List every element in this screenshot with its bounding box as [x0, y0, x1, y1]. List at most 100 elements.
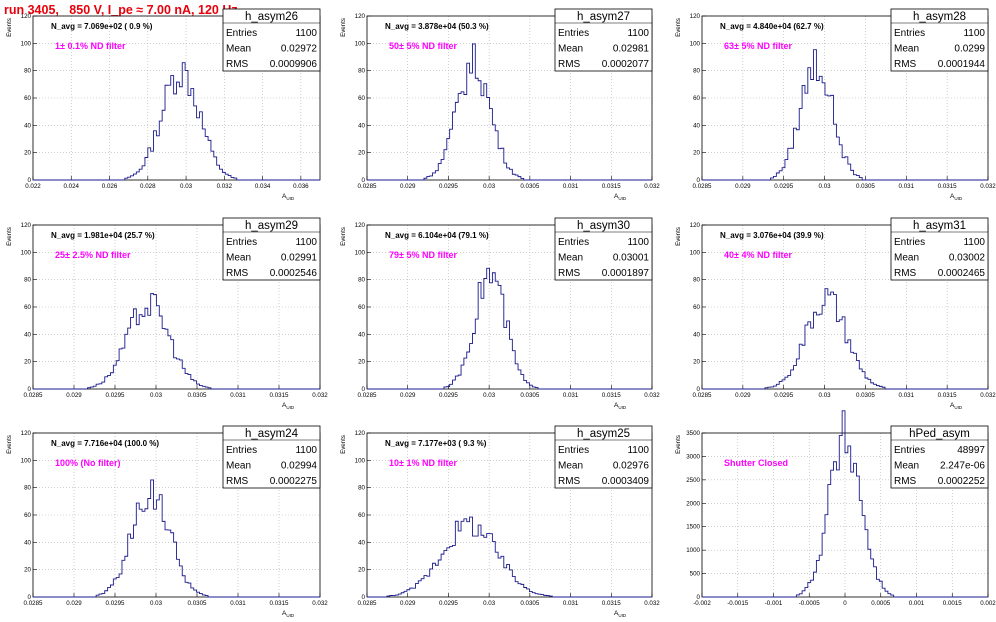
- stats-key: Entries: [226, 237, 257, 248]
- y-tick-label: 500: [690, 571, 701, 578]
- x-axis-label: AUID: [614, 610, 627, 618]
- stats-key: Mean: [894, 253, 919, 264]
- stats-value: 0.02981: [613, 44, 650, 55]
- x-tick-label: 0.0305: [520, 183, 539, 190]
- stats-value: 0.0003409: [602, 476, 650, 487]
- y-tick-label: 120: [355, 13, 366, 20]
- y-axis-label: Events: [675, 18, 682, 37]
- x-tick-label: 0.0315: [938, 183, 957, 190]
- histogram-panel-h_asym27: 0.0285 0.029 0.0295 0.03 0.0305 0.031 0.0315 0.…: [340, 8, 660, 201]
- y-axis-label: Events: [6, 18, 13, 37]
- y-tick-label: 40: [358, 331, 365, 338]
- x-tick-label: 0.03: [483, 392, 496, 399]
- x-tick-label: 0.0285: [358, 183, 377, 190]
- stats-key: Mean: [226, 44, 251, 55]
- histogram-panel-h_asym29: 0.0285 0.029 0.0295 0.03 0.0305 0.031 0.0315 0.…: [6, 217, 328, 410]
- x-tick-label: 0.0315: [602, 392, 621, 399]
- x-axis-label: AUID: [614, 402, 627, 410]
- y-tick-label: 80: [24, 68, 31, 75]
- filter-label: 50± 5% ND filter: [389, 41, 457, 51]
- stats-value: 0.02994: [281, 461, 318, 472]
- stats-title: h_asym27: [577, 11, 630, 23]
- y-tick-label: 0: [28, 177, 32, 184]
- y-tick-label: 80: [358, 277, 365, 284]
- histogram-panel-h_asym26: 0.022 0.024 0.026 0.028 0.03 0.032 0.034 0.036 0…: [6, 8, 321, 201]
- filter-label: 1± 0.1% ND filter: [55, 41, 126, 51]
- y-tick-label: 20: [693, 150, 700, 157]
- y-tick-label: 100: [21, 40, 32, 47]
- filter-label: 40± 4% ND filter: [724, 250, 792, 260]
- histogram-panel-h_asym31: 0.0285 0.029 0.0295 0.03 0.0305 0.031 0.0315 0.…: [675, 217, 996, 410]
- histogram-h_asym26: [33, 62, 320, 181]
- y-tick-label: 20: [24, 359, 31, 366]
- y-tick-label: 60: [693, 95, 700, 102]
- stats-title: h_asym29: [245, 220, 298, 232]
- x-tick-label: 0.031: [899, 183, 915, 190]
- x-tick-label: 0.0285: [358, 392, 377, 399]
- y-tick-label: 40: [693, 122, 700, 129]
- y-tick-label: 40: [358, 122, 365, 129]
- stats-value: 0.0001944: [938, 59, 986, 70]
- stats-title: h_asym30: [577, 220, 630, 232]
- x-tick-label: 0.032: [644, 183, 660, 190]
- y-tick-label: 120: [21, 430, 32, 437]
- histogram-h_asym28: [702, 49, 988, 181]
- histogram-panel-h_asym30: 0.0285 0.029 0.0295 0.03 0.0305 0.031 0.0315 0.…: [340, 217, 660, 410]
- x-tick-label: 0.031: [563, 392, 579, 399]
- x-tick-label: 0.03: [819, 392, 832, 399]
- y-tick-label: 100: [355, 40, 366, 47]
- y-tick-label: 100: [355, 457, 366, 464]
- stats-value: 1100: [295, 28, 317, 39]
- stats-title: h_asym24: [245, 428, 299, 440]
- x-tick-label: 0.029: [735, 392, 751, 399]
- y-tick-label: 1000: [686, 547, 700, 554]
- y-tick-label: 0: [362, 386, 366, 393]
- y-axis-label: Events: [6, 435, 13, 454]
- x-tick-label: 0.0315: [938, 392, 957, 399]
- histogram-h_asym29: [33, 293, 320, 390]
- y-tick-label: 60: [24, 95, 31, 102]
- stats-value: 1100: [295, 445, 317, 456]
- stats-value: 0.0002465: [938, 268, 986, 279]
- stats-key: Mean: [558, 461, 583, 472]
- x-tick-label: 0.0285: [24, 600, 43, 607]
- stats-key: Entries: [226, 445, 257, 456]
- x-tick-label: 0.0015: [943, 600, 962, 607]
- stats-box: [890, 217, 989, 281]
- x-tick-label: 0.0315: [602, 600, 621, 607]
- y-axis-label: Events: [340, 227, 347, 246]
- y-tick-label: 120: [690, 222, 701, 229]
- y-tick-label: 100: [21, 457, 32, 464]
- x-tick-label: 0.0295: [106, 392, 125, 399]
- stats-value: 0.03001: [613, 253, 650, 264]
- stats-box: [222, 8, 321, 72]
- stats-value: 0.02976: [613, 461, 650, 472]
- stats-box: [554, 217, 653, 281]
- x-tick-label: -0.002: [693, 600, 711, 607]
- x-tick-label: 0.032: [312, 392, 328, 399]
- stats-key: Entries: [894, 237, 925, 248]
- navg-label: N_avg = 3.076e+04 (39.9 %): [720, 231, 824, 240]
- x-tick-label: 0: [843, 600, 847, 607]
- histogram-h_asym27: [367, 43, 652, 181]
- navg-label: N_avg = 6.104e+04 (79.1 %): [385, 231, 489, 240]
- y-tick-label: 20: [24, 567, 31, 574]
- x-tick-label: 0.031: [563, 600, 579, 607]
- x-tick-label: 0.0305: [520, 392, 539, 399]
- x-tick-label: 0.029: [400, 183, 416, 190]
- stats-key: Entries: [894, 445, 925, 456]
- y-tick-label: 0: [697, 177, 701, 184]
- stats-value: 1100: [627, 28, 649, 39]
- histogram-panel-h_asym25: 0.0285 0.029 0.0295 0.03 0.0305 0.031 0.0315 0.…: [340, 425, 660, 618]
- y-tick-label: 60: [358, 95, 365, 102]
- stats-value: 1100: [627, 237, 649, 248]
- x-tick-label: 0.0295: [439, 392, 458, 399]
- y-tick-label: 0: [28, 386, 32, 393]
- stats-value: 0.0002275: [270, 476, 318, 487]
- navg-label: N_avg = 7.069e+02 ( 0.9 %): [51, 22, 153, 31]
- y-tick-label: 60: [358, 512, 365, 519]
- stats-value: 1100: [963, 28, 985, 39]
- histogram-panel-h_asym28: 0.0285 0.029 0.0295 0.03 0.0305 0.031 0.0315 0.…: [675, 8, 996, 201]
- x-tick-label: 0.0295: [439, 600, 458, 607]
- x-tick-label: 0.029: [66, 392, 82, 399]
